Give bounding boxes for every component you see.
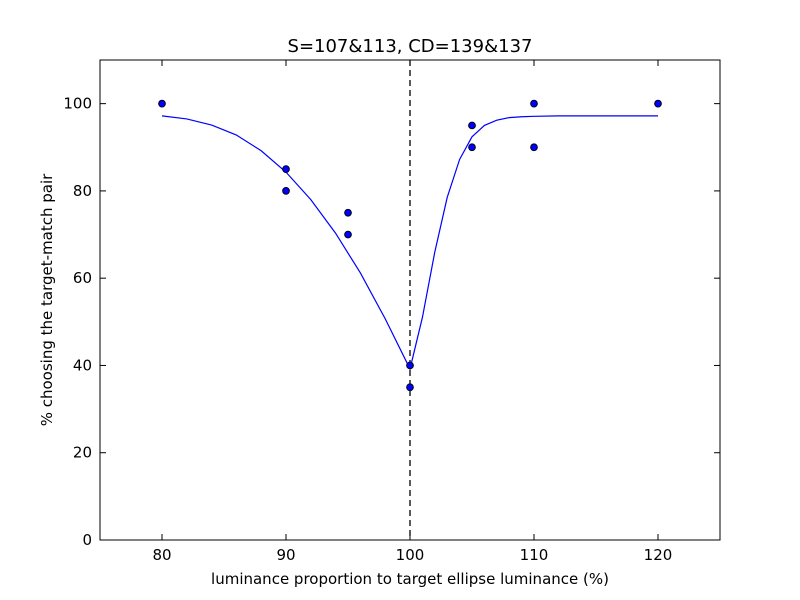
data-point [406,383,414,392]
data-point [468,121,476,130]
y-tick-label: 80 [73,182,92,200]
x-tick-label: 120 [644,546,673,564]
chart-title: S=107&113, CD=139&137 [288,36,533,57]
ticks: 80 90 100 110 120 0 20 40 60 80 100 [63,60,720,564]
data-point [468,143,476,152]
data-point [282,165,290,173]
x-axis-label: luminance proportion to target ellipse l… [211,570,609,588]
fit-curve [161,115,658,371]
y-axis-label: % choosing the target-match pair [38,173,56,426]
data-points [158,99,662,392]
data-point [158,99,166,108]
x-tick-label: 90 [276,546,295,564]
y-tick-label: 20 [73,444,92,462]
data-point [344,208,352,217]
y-tick-label: 40 [73,356,92,374]
y-tick-label: 0 [82,531,92,549]
plot-frame [99,59,721,541]
x-tick-label: 110 [520,546,549,564]
data-point [654,99,662,108]
data-point [530,143,538,152]
y-tick-label: 100 [63,95,92,113]
data-point [530,99,538,108]
x-tick-label: 100 [396,546,425,564]
x-tick-label: 80 [152,546,171,564]
y-tick-label: 60 [73,269,92,287]
data-point [406,361,414,370]
data-point [282,187,290,195]
data-point [344,230,352,239]
